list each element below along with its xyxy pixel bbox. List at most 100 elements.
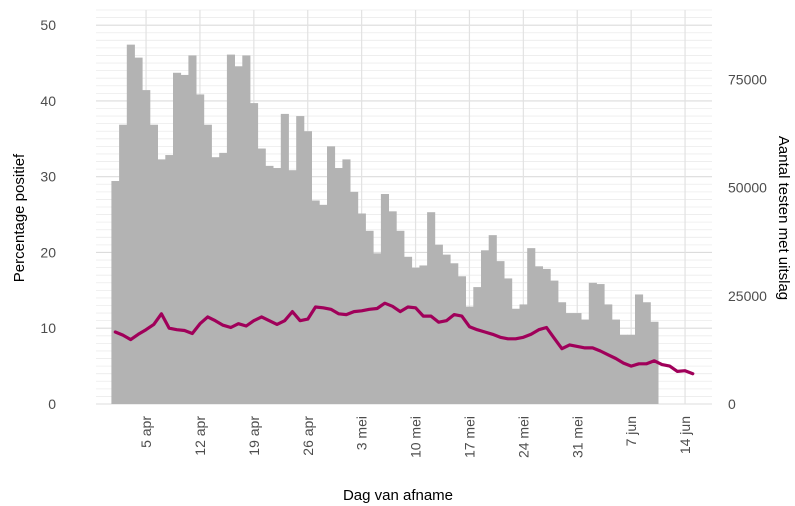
bar [327, 146, 336, 404]
bar [550, 280, 559, 404]
bar [404, 256, 413, 404]
x-tick-label: 31 mei [569, 416, 585, 458]
bar [635, 294, 644, 404]
x-tick-label: 5 apr [138, 416, 154, 448]
x-tick-label: 10 mei [408, 416, 424, 458]
bar [180, 74, 189, 404]
x-axis-ticks: 5 apr 12 apr 19 apr 26 apr 3 mei 10 mei 17 mei… [138, 416, 693, 458]
bar [488, 235, 497, 404]
bar [173, 72, 182, 405]
bar-series [111, 44, 659, 405]
bar [149, 124, 158, 404]
bar [273, 168, 282, 404]
bar [311, 200, 320, 404]
left-tick-label: 30 [40, 169, 56, 185]
x-tick-label: 14 jun [677, 416, 693, 454]
bar [558, 302, 567, 404]
bar [565, 313, 574, 404]
x-tick-label: 17 mei [461, 416, 477, 458]
bar [465, 306, 474, 404]
bar [111, 181, 120, 404]
bar [619, 334, 628, 404]
bar [334, 168, 343, 404]
bar [442, 254, 451, 404]
x-tick-label: 7 jun [623, 416, 639, 446]
bar [265, 165, 274, 404]
bar [596, 284, 605, 404]
right-tick-label: 50000 [728, 180, 767, 196]
bar [226, 54, 235, 404]
right-axis-title: Aantal testen met uitslag [775, 136, 792, 300]
bar [481, 250, 490, 404]
bar [350, 191, 359, 404]
bar [188, 55, 197, 404]
bar [396, 230, 405, 404]
left-tick-label: 0 [48, 396, 56, 412]
left-axis-title: Percentage positief [11, 153, 28, 282]
right-tick-label: 25000 [728, 288, 767, 304]
x-tick-label: 3 mei [354, 416, 370, 450]
bar [242, 55, 251, 404]
left-tick-label: 20 [40, 244, 56, 260]
left-tick-label: 40 [40, 93, 56, 109]
bar [365, 230, 374, 404]
bar [126, 44, 135, 405]
bar [511, 308, 520, 404]
left-tick-label: 10 [40, 320, 56, 336]
bar [419, 265, 428, 404]
x-tick-label: 19 apr [246, 416, 262, 456]
bar [342, 159, 351, 404]
bar [142, 90, 151, 404]
left-tick-label: 50 [40, 17, 56, 33]
bar [280, 113, 289, 405]
bar [303, 131, 312, 404]
bar [427, 212, 436, 404]
bar [319, 204, 328, 404]
bar [542, 268, 551, 404]
bar [250, 103, 259, 404]
bar [373, 253, 382, 404]
x-tick-label: 24 mei [515, 416, 531, 458]
bar [534, 266, 543, 404]
x-tick-label: 26 apr [300, 416, 316, 456]
right-tick-label: 0 [728, 396, 736, 412]
bar [457, 276, 466, 404]
bar [157, 159, 166, 404]
bar [611, 319, 620, 404]
right-axis-ticks: 0 25000 50000 75000 [728, 71, 767, 412]
bar [296, 116, 305, 405]
bar [219, 152, 228, 404]
bar [527, 248, 536, 404]
bar [627, 334, 636, 404]
bar [357, 213, 366, 404]
bar [119, 124, 128, 404]
right-tick-label: 75000 [728, 71, 767, 87]
bar [434, 244, 443, 404]
x-tick-label: 12 apr [192, 416, 208, 456]
x-axis-title: Dag van afname [343, 487, 453, 504]
bar [234, 66, 243, 405]
bar [581, 319, 590, 404]
bar [165, 155, 174, 404]
bar [411, 267, 420, 404]
bar [203, 124, 212, 404]
bar [211, 157, 220, 404]
bar [380, 194, 389, 404]
bar [288, 170, 297, 404]
bar [642, 302, 651, 404]
bar [519, 304, 528, 404]
bar [573, 313, 582, 404]
line-series [113, 301, 695, 376]
left-axis-ticks: 0 10 20 30 40 50 [40, 17, 56, 412]
bar [196, 94, 205, 404]
bar [588, 282, 597, 404]
bar [496, 261, 505, 404]
percentage-line [113, 301, 695, 376]
bar [450, 263, 459, 404]
bar [650, 321, 659, 404]
bar [473, 287, 482, 404]
bar [257, 148, 266, 404]
bar [504, 278, 513, 404]
bar [134, 57, 143, 404]
